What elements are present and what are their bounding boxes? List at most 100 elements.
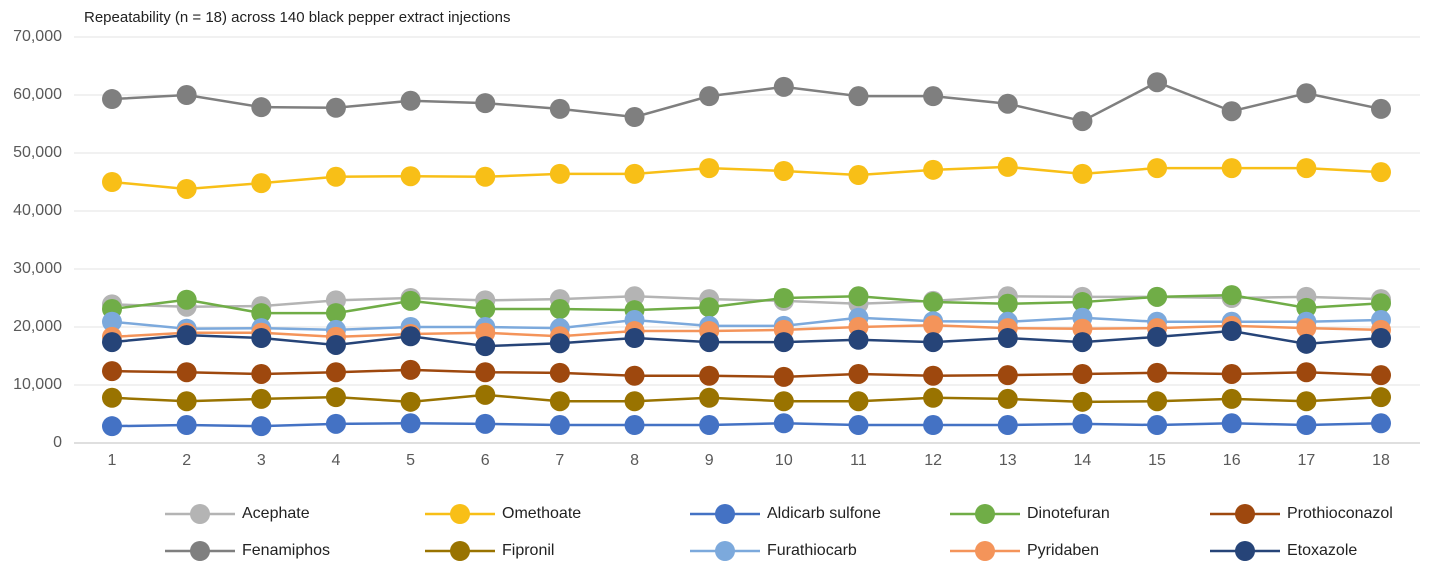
marker xyxy=(997,293,1018,314)
marker xyxy=(1147,158,1168,179)
legend-marker xyxy=(975,541,995,561)
marker xyxy=(325,97,346,118)
marker xyxy=(400,359,421,380)
marker xyxy=(475,413,496,434)
marker xyxy=(923,365,944,386)
marker xyxy=(1147,391,1168,412)
marker xyxy=(1296,158,1317,179)
marker xyxy=(1072,413,1093,434)
marker xyxy=(773,366,794,387)
x-tick-label: 17 xyxy=(1297,452,1315,469)
marker xyxy=(624,163,645,184)
marker xyxy=(923,315,944,336)
marker xyxy=(997,93,1018,114)
marker xyxy=(848,391,869,412)
marker xyxy=(1221,158,1242,179)
marker xyxy=(102,332,122,353)
marker xyxy=(400,90,421,111)
marker xyxy=(1296,362,1317,383)
marker xyxy=(923,292,944,313)
legend-label: Prothioconazol xyxy=(1287,505,1393,522)
legend-marker xyxy=(1235,504,1255,524)
x-tick-label: 5 xyxy=(406,452,415,469)
marker xyxy=(923,415,944,436)
series-line xyxy=(111,324,1382,339)
marker xyxy=(1221,413,1242,434)
y-tick-label: 20,000 xyxy=(13,318,62,335)
marker xyxy=(176,391,197,412)
marker xyxy=(549,415,570,436)
marker xyxy=(923,387,944,408)
marker xyxy=(102,361,122,382)
marker xyxy=(176,85,197,105)
marker xyxy=(1072,391,1093,412)
marker xyxy=(325,413,346,434)
series-line xyxy=(111,393,1382,404)
y-tick-label: 30,000 xyxy=(13,260,62,277)
marker xyxy=(1371,328,1391,349)
marker xyxy=(1221,321,1242,342)
marker xyxy=(624,107,645,128)
marker xyxy=(848,363,869,384)
marker xyxy=(624,365,645,386)
legend-label: Fenamiphos xyxy=(242,542,330,559)
marker xyxy=(549,333,570,354)
series-line xyxy=(111,165,1382,191)
x-tick-label: 16 xyxy=(1223,452,1241,469)
marker xyxy=(1072,163,1093,184)
marker xyxy=(251,416,272,437)
x-tick-label: 13 xyxy=(999,452,1017,469)
legend-marker xyxy=(190,541,210,561)
marker xyxy=(923,86,944,107)
y-tick-label: 0 xyxy=(53,434,62,451)
y-tick-label: 60,000 xyxy=(13,86,62,103)
marker xyxy=(475,93,496,114)
marker xyxy=(1371,98,1391,119)
marker xyxy=(400,326,421,347)
marker xyxy=(1296,391,1317,412)
marker xyxy=(325,334,346,355)
marker xyxy=(773,76,794,97)
marker xyxy=(1221,101,1242,122)
marker xyxy=(400,290,421,311)
marker xyxy=(102,416,122,437)
marker xyxy=(997,415,1018,436)
marker xyxy=(624,415,645,436)
legend-label: Omethoate xyxy=(502,505,581,522)
marker xyxy=(475,384,496,405)
marker xyxy=(1296,318,1317,339)
marker xyxy=(699,365,720,386)
marker xyxy=(176,325,197,346)
marker xyxy=(102,172,122,192)
legend-label: Fipronil xyxy=(502,542,554,559)
y-tick-label: 50,000 xyxy=(13,144,62,161)
legend-marker xyxy=(450,541,470,561)
marker xyxy=(400,166,421,187)
x-tick-label: 9 xyxy=(705,452,714,469)
marker xyxy=(848,415,869,436)
series-line xyxy=(111,368,1382,379)
marker xyxy=(325,387,346,408)
x-tick-label: 14 xyxy=(1074,452,1092,469)
marker xyxy=(1296,415,1317,436)
marker xyxy=(1147,415,1168,436)
marker xyxy=(251,97,272,118)
marker xyxy=(848,329,869,350)
legend-marker xyxy=(975,504,995,524)
x-tick-label: 18 xyxy=(1372,452,1390,469)
marker xyxy=(1296,333,1317,354)
marker xyxy=(251,363,272,384)
marker xyxy=(1072,292,1093,313)
marker xyxy=(1221,388,1242,409)
marker xyxy=(549,391,570,412)
marker xyxy=(176,415,197,436)
x-tick-label: 6 xyxy=(481,452,490,469)
legend-label: Furathiocarb xyxy=(767,542,857,559)
marker xyxy=(475,362,496,383)
legend-label: Etoxazole xyxy=(1287,542,1357,559)
legend-label: Acephate xyxy=(242,505,310,522)
x-tick-label: 15 xyxy=(1148,452,1166,469)
y-tick-label: 70,000 xyxy=(13,28,62,45)
marker xyxy=(251,303,272,324)
legend-label: Pyridaben xyxy=(1027,542,1099,559)
